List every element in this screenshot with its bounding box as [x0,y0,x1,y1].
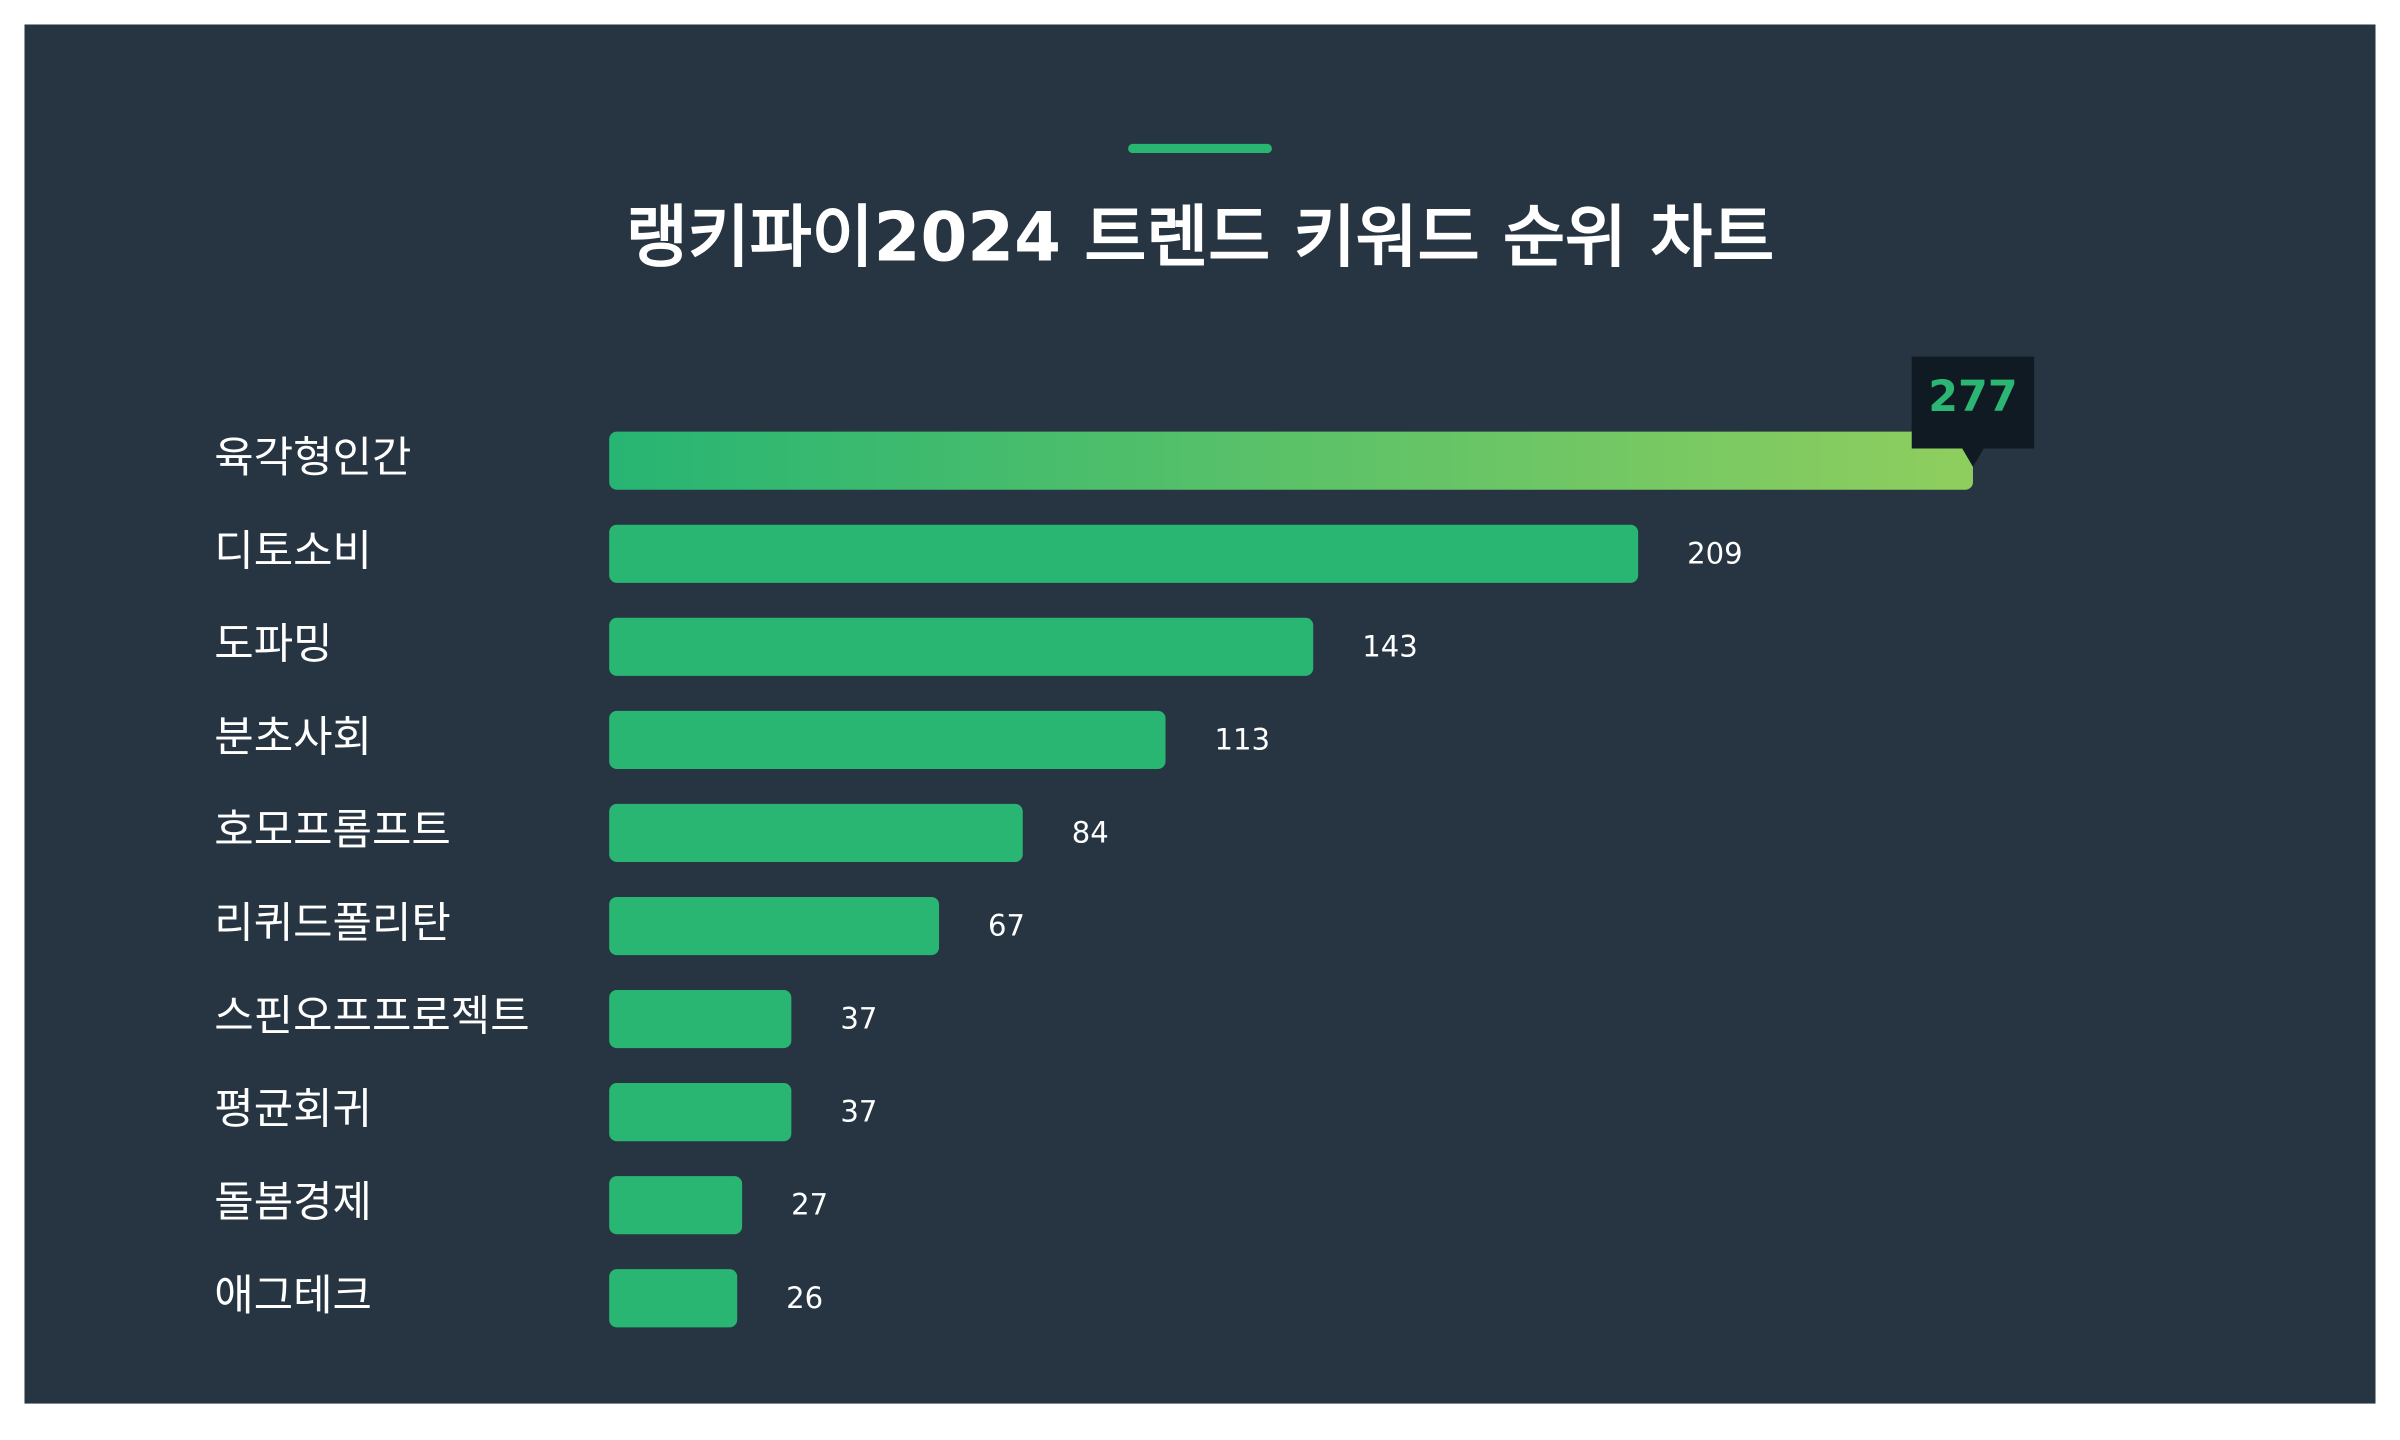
value-label: 67 [988,909,1025,943]
title-accent [1128,143,1272,154]
category-label: 돌봄경제 [214,1178,372,1228]
value-label: 27 [791,1188,828,1222]
bar [609,803,1023,863]
category-label: 스핀오프프로젝트 [214,992,529,1042]
value-label: 26 [786,1281,823,1315]
value-label: 37 [840,1002,877,1036]
bar [609,1176,743,1235]
category-label: 분초사회 [214,712,372,762]
value-label: 113 [1215,722,1271,756]
value-label: 37 [840,1095,877,1129]
bar [609,524,1639,583]
category-label: 육각형인간 [214,433,411,483]
tooltip-box [1911,356,2035,467]
panel [24,24,2376,1404]
category-label: 애그테크 [214,1271,372,1321]
bar [609,990,792,1049]
category-label: 디토소비 [214,526,372,576]
value-label: 209 [1687,536,1743,570]
category-label: 리퀴드폴리탄 [214,899,450,949]
bar [609,431,1973,490]
category-label: 호모프롬프트 [214,805,450,855]
category-label: 평균회귀 [214,1085,372,1135]
bar [609,710,1166,769]
bar [609,1269,738,1328]
category-label: 도파밍 [214,619,332,669]
chart-title: 랭키파이2024 트렌드 키워드 순위 차트 [626,197,1774,276]
bar [609,617,1314,676]
value-label: 277 [1928,372,2017,422]
bar [609,896,940,956]
value-label: 143 [1362,629,1418,663]
bar [609,1083,792,1142]
value-label: 84 [1072,815,1109,849]
